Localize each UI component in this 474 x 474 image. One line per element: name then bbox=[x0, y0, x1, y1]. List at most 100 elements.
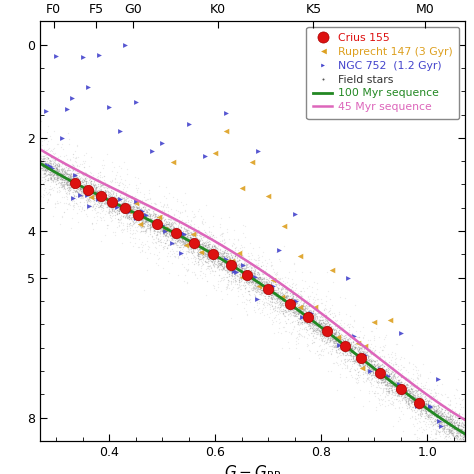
Point bbox=[131, 212, 138, 219]
Point bbox=[64, 178, 72, 186]
Point bbox=[87, 180, 94, 187]
Point bbox=[191, 231, 198, 238]
Point bbox=[185, 245, 192, 253]
Point bbox=[371, 357, 378, 365]
Point bbox=[200, 244, 207, 251]
Point bbox=[266, 283, 274, 290]
Point bbox=[151, 227, 159, 235]
Point bbox=[401, 386, 409, 393]
Point bbox=[413, 402, 421, 410]
Point bbox=[411, 392, 419, 399]
Point bbox=[209, 242, 216, 250]
Point bbox=[393, 392, 401, 400]
Point bbox=[144, 209, 151, 216]
Point bbox=[185, 120, 192, 128]
Point bbox=[205, 241, 212, 248]
Point bbox=[129, 210, 137, 217]
Point bbox=[265, 292, 273, 300]
Point bbox=[371, 357, 379, 365]
Point bbox=[74, 190, 82, 197]
Point bbox=[360, 353, 367, 360]
Point bbox=[152, 219, 160, 226]
Point bbox=[108, 198, 116, 205]
Point bbox=[409, 361, 417, 368]
Point bbox=[61, 177, 68, 184]
Point bbox=[426, 413, 433, 420]
Point bbox=[447, 428, 454, 436]
Point bbox=[299, 302, 307, 310]
Point bbox=[77, 168, 84, 176]
Point bbox=[266, 283, 273, 290]
Point bbox=[331, 311, 339, 319]
Point bbox=[368, 365, 376, 373]
Point bbox=[65, 200, 73, 207]
Point bbox=[119, 227, 127, 234]
Point bbox=[102, 196, 110, 203]
Point bbox=[220, 247, 228, 255]
Point bbox=[109, 211, 117, 219]
Point bbox=[148, 217, 156, 225]
Point bbox=[255, 279, 263, 287]
Point bbox=[298, 318, 306, 326]
Point bbox=[191, 236, 199, 244]
Point bbox=[451, 419, 458, 427]
Point bbox=[150, 210, 157, 217]
Point bbox=[444, 415, 452, 423]
Point bbox=[460, 438, 467, 446]
Point bbox=[356, 345, 363, 352]
Point bbox=[448, 429, 456, 437]
Point bbox=[444, 393, 451, 401]
Point bbox=[91, 181, 98, 188]
Point bbox=[295, 295, 302, 303]
Point bbox=[316, 323, 324, 330]
Point bbox=[158, 227, 165, 235]
Point bbox=[321, 334, 329, 341]
Point bbox=[63, 175, 71, 182]
Point bbox=[201, 242, 209, 249]
Point bbox=[145, 212, 152, 220]
Point bbox=[296, 308, 304, 316]
Point bbox=[205, 227, 213, 234]
Point bbox=[226, 259, 234, 266]
Point bbox=[51, 200, 59, 208]
Point bbox=[226, 270, 233, 277]
Point bbox=[100, 192, 108, 200]
Point bbox=[103, 221, 110, 229]
Point bbox=[163, 235, 171, 243]
Point bbox=[379, 370, 386, 378]
Point bbox=[116, 206, 123, 214]
Point bbox=[47, 167, 55, 175]
Point bbox=[246, 239, 254, 247]
Point bbox=[186, 234, 194, 241]
Point bbox=[228, 269, 235, 276]
Point bbox=[315, 322, 323, 329]
Point bbox=[174, 271, 182, 279]
Point bbox=[207, 247, 215, 255]
Point bbox=[271, 302, 279, 310]
Point bbox=[326, 334, 333, 342]
Point bbox=[123, 189, 130, 197]
Point bbox=[147, 223, 155, 230]
Point bbox=[333, 334, 340, 342]
Point bbox=[242, 276, 250, 284]
Point bbox=[110, 197, 118, 204]
Point bbox=[75, 179, 83, 187]
Point bbox=[265, 292, 273, 300]
Point bbox=[402, 376, 410, 383]
Point bbox=[312, 330, 320, 338]
Point bbox=[61, 173, 68, 180]
Point bbox=[74, 185, 82, 192]
Point bbox=[139, 215, 147, 223]
Point bbox=[153, 213, 161, 220]
Point bbox=[357, 355, 365, 362]
Point bbox=[100, 204, 107, 211]
Point bbox=[389, 377, 397, 385]
Point bbox=[436, 414, 443, 421]
Point bbox=[142, 197, 149, 204]
Point bbox=[398, 382, 405, 390]
Point bbox=[307, 311, 315, 319]
Point bbox=[176, 232, 184, 240]
Point bbox=[50, 170, 57, 178]
Point bbox=[113, 206, 120, 213]
Point bbox=[76, 186, 83, 193]
